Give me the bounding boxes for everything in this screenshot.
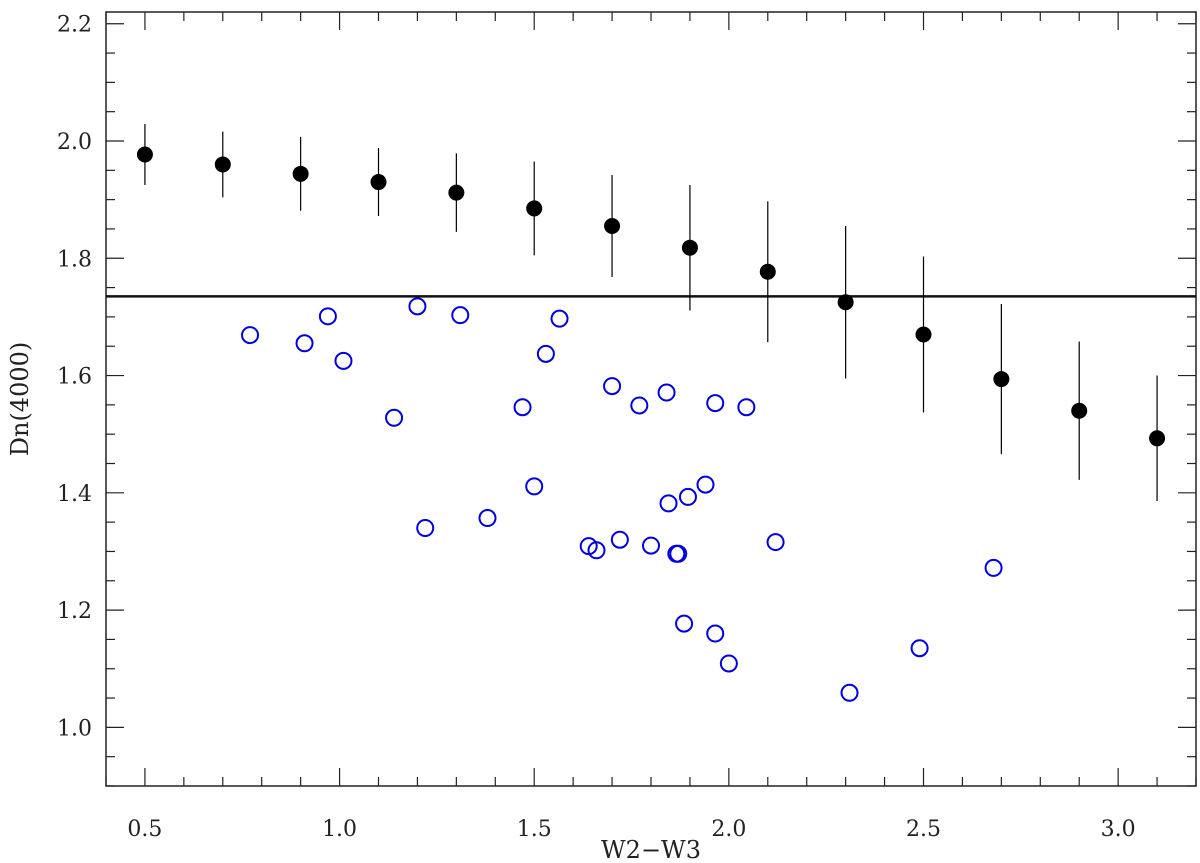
galaxy-point <box>587 541 606 560</box>
binned-point <box>915 326 932 343</box>
y-tick-label: 1.8 <box>57 247 92 272</box>
galaxy-point <box>603 377 622 396</box>
binned-point <box>370 174 387 191</box>
galaxy-point <box>241 326 260 345</box>
galaxy-point <box>416 519 435 537</box>
galaxy-point <box>536 344 555 363</box>
binned-point <box>292 165 309 182</box>
galaxy-point <box>657 383 676 402</box>
galaxy-point <box>295 334 314 353</box>
binned-point <box>214 156 231 173</box>
x-tick-label: 1.5 <box>517 817 552 842</box>
galaxy-point <box>610 530 629 549</box>
galaxy-point <box>840 683 859 702</box>
y-tick-label: 1.6 <box>57 365 92 390</box>
y-tick-label: 2.0 <box>57 130 92 155</box>
binned-point <box>604 218 621 235</box>
binned-point <box>837 294 854 311</box>
galaxy-point <box>478 509 497 528</box>
x-tick-label: 2.5 <box>906 817 941 842</box>
galaxy-point <box>737 398 756 417</box>
galaxy-point <box>984 558 1003 577</box>
galaxy-point <box>669 544 688 563</box>
galaxy-point <box>719 654 738 673</box>
galaxy-point <box>766 533 785 552</box>
galaxy-point <box>642 536 660 555</box>
y-tick-label: 1.2 <box>57 599 92 624</box>
galaxy-point <box>910 639 929 658</box>
binned-point <box>759 263 776 280</box>
x-tick-label: 1.0 <box>322 817 357 842</box>
y-tick-label: 1.4 <box>57 482 92 507</box>
x-tick-label: 3.0 <box>1101 817 1136 842</box>
galaxy-point <box>696 475 715 494</box>
binned-point <box>1071 402 1088 419</box>
galaxy-point <box>318 307 337 326</box>
binned-point <box>526 200 543 217</box>
x-axis-label: W2−W3 <box>601 836 701 863</box>
y-axis-label: Dn(4000) <box>6 342 34 457</box>
galaxy-point <box>706 394 725 413</box>
binned-point <box>448 184 465 201</box>
x-tick-label: 0.5 <box>127 817 162 842</box>
galaxy-point <box>706 624 725 643</box>
x-tick-label: 2.0 <box>711 817 746 842</box>
galaxy-point <box>385 408 404 427</box>
binned-point <box>681 239 698 256</box>
galaxy-point <box>678 487 697 506</box>
galaxy-point <box>408 297 427 316</box>
plot-frame <box>105 11 1197 787</box>
minor-tick-layer <box>105 12 1197 787</box>
galaxy-point <box>659 494 678 513</box>
galaxy-point <box>513 398 532 417</box>
binned-point <box>136 146 153 163</box>
galaxy-point <box>451 306 470 325</box>
galaxy-point <box>334 351 353 370</box>
galaxy-point <box>550 309 569 328</box>
y-tick-label: 2.2 <box>57 13 92 38</box>
galaxy-point <box>525 477 544 496</box>
individual-points-layer <box>241 297 1003 702</box>
x-tick-labels: 0.5 1.0 1.5 2.0 2.5 3.0 <box>127 817 1135 842</box>
binned-points-layer <box>136 146 1166 447</box>
y-tick-label: 1.0 <box>57 716 92 741</box>
y-tick-labels: 1.0 1.2 1.4 1.6 1.8 2.0 2.2 <box>57 13 92 742</box>
binned-point <box>1149 430 1166 447</box>
galaxy-point <box>630 396 649 415</box>
galaxy-point <box>675 614 694 633</box>
binned-point <box>993 371 1010 388</box>
